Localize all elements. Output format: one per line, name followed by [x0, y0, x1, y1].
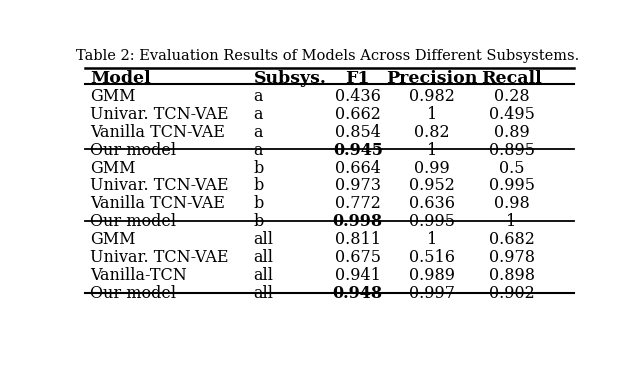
Text: GMM: GMM: [90, 159, 136, 176]
Text: 0.675: 0.675: [335, 249, 381, 266]
Text: Univar. TCN-VAE: Univar. TCN-VAE: [90, 249, 228, 266]
Text: b: b: [253, 213, 264, 230]
Text: Subsys.: Subsys.: [253, 70, 326, 87]
Text: Vanilla-TCN: Vanilla-TCN: [90, 267, 187, 284]
Text: 0.948: 0.948: [333, 285, 383, 302]
Text: all: all: [253, 267, 274, 284]
Text: all: all: [253, 231, 274, 248]
Text: 0.636: 0.636: [409, 195, 455, 212]
Text: 0.978: 0.978: [488, 249, 534, 266]
Text: Precision: Precision: [387, 70, 478, 87]
Text: Univar. TCN-VAE: Univar. TCN-VAE: [90, 177, 228, 194]
Text: 1: 1: [506, 213, 516, 230]
Text: all: all: [253, 249, 274, 266]
Text: 0.902: 0.902: [489, 285, 534, 302]
Text: Our model: Our model: [90, 213, 176, 230]
Text: 0.898: 0.898: [488, 267, 534, 284]
Text: 0.945: 0.945: [333, 142, 383, 159]
Text: GMM: GMM: [90, 88, 136, 105]
Text: 0.997: 0.997: [409, 285, 455, 302]
Text: 0.973: 0.973: [335, 177, 381, 194]
Text: 0.995: 0.995: [488, 177, 534, 194]
Text: 0.516: 0.516: [409, 249, 455, 266]
Text: 0.664: 0.664: [335, 159, 381, 176]
Text: 1: 1: [427, 106, 437, 123]
Text: 0.28: 0.28: [493, 88, 529, 105]
Text: Table 2: Evaluation Results of Models Across Different Subsystems.: Table 2: Evaluation Results of Models Ac…: [76, 49, 580, 62]
Text: a: a: [253, 88, 263, 105]
Text: Model: Model: [90, 70, 150, 87]
Text: a: a: [253, 106, 263, 123]
Text: b: b: [253, 177, 264, 194]
Text: 0.99: 0.99: [414, 159, 450, 176]
Text: 0.436: 0.436: [335, 88, 381, 105]
Text: Our model: Our model: [90, 142, 176, 159]
Text: 1: 1: [427, 142, 437, 159]
Text: b: b: [253, 159, 264, 176]
Text: a: a: [253, 142, 263, 159]
Text: 0.82: 0.82: [414, 124, 450, 141]
Text: 0.952: 0.952: [409, 177, 455, 194]
Text: 0.941: 0.941: [335, 267, 381, 284]
Text: 0.662: 0.662: [335, 106, 381, 123]
Text: Vanilla TCN-VAE: Vanilla TCN-VAE: [90, 195, 225, 212]
Text: a: a: [253, 124, 263, 141]
Text: b: b: [253, 195, 264, 212]
Text: all: all: [253, 285, 274, 302]
Text: Recall: Recall: [481, 70, 542, 87]
Text: 0.995: 0.995: [409, 213, 455, 230]
Text: 0.89: 0.89: [493, 124, 529, 141]
Text: 0.982: 0.982: [409, 88, 455, 105]
Text: 0.98: 0.98: [493, 195, 529, 212]
Text: Vanilla TCN-VAE: Vanilla TCN-VAE: [90, 124, 225, 141]
Text: 0.895: 0.895: [488, 142, 534, 159]
Text: Our model: Our model: [90, 285, 176, 302]
Text: F1: F1: [346, 70, 370, 87]
Text: 0.495: 0.495: [488, 106, 534, 123]
Text: 0.989: 0.989: [409, 267, 455, 284]
Text: 0.811: 0.811: [335, 231, 381, 248]
Text: 1: 1: [427, 231, 437, 248]
Text: 0.772: 0.772: [335, 195, 381, 212]
Text: 0.854: 0.854: [335, 124, 381, 141]
Text: 0.998: 0.998: [333, 213, 383, 230]
Text: GMM: GMM: [90, 231, 136, 248]
Text: 0.5: 0.5: [499, 159, 524, 176]
Text: 0.682: 0.682: [488, 231, 534, 248]
Text: Univar. TCN-VAE: Univar. TCN-VAE: [90, 106, 228, 123]
